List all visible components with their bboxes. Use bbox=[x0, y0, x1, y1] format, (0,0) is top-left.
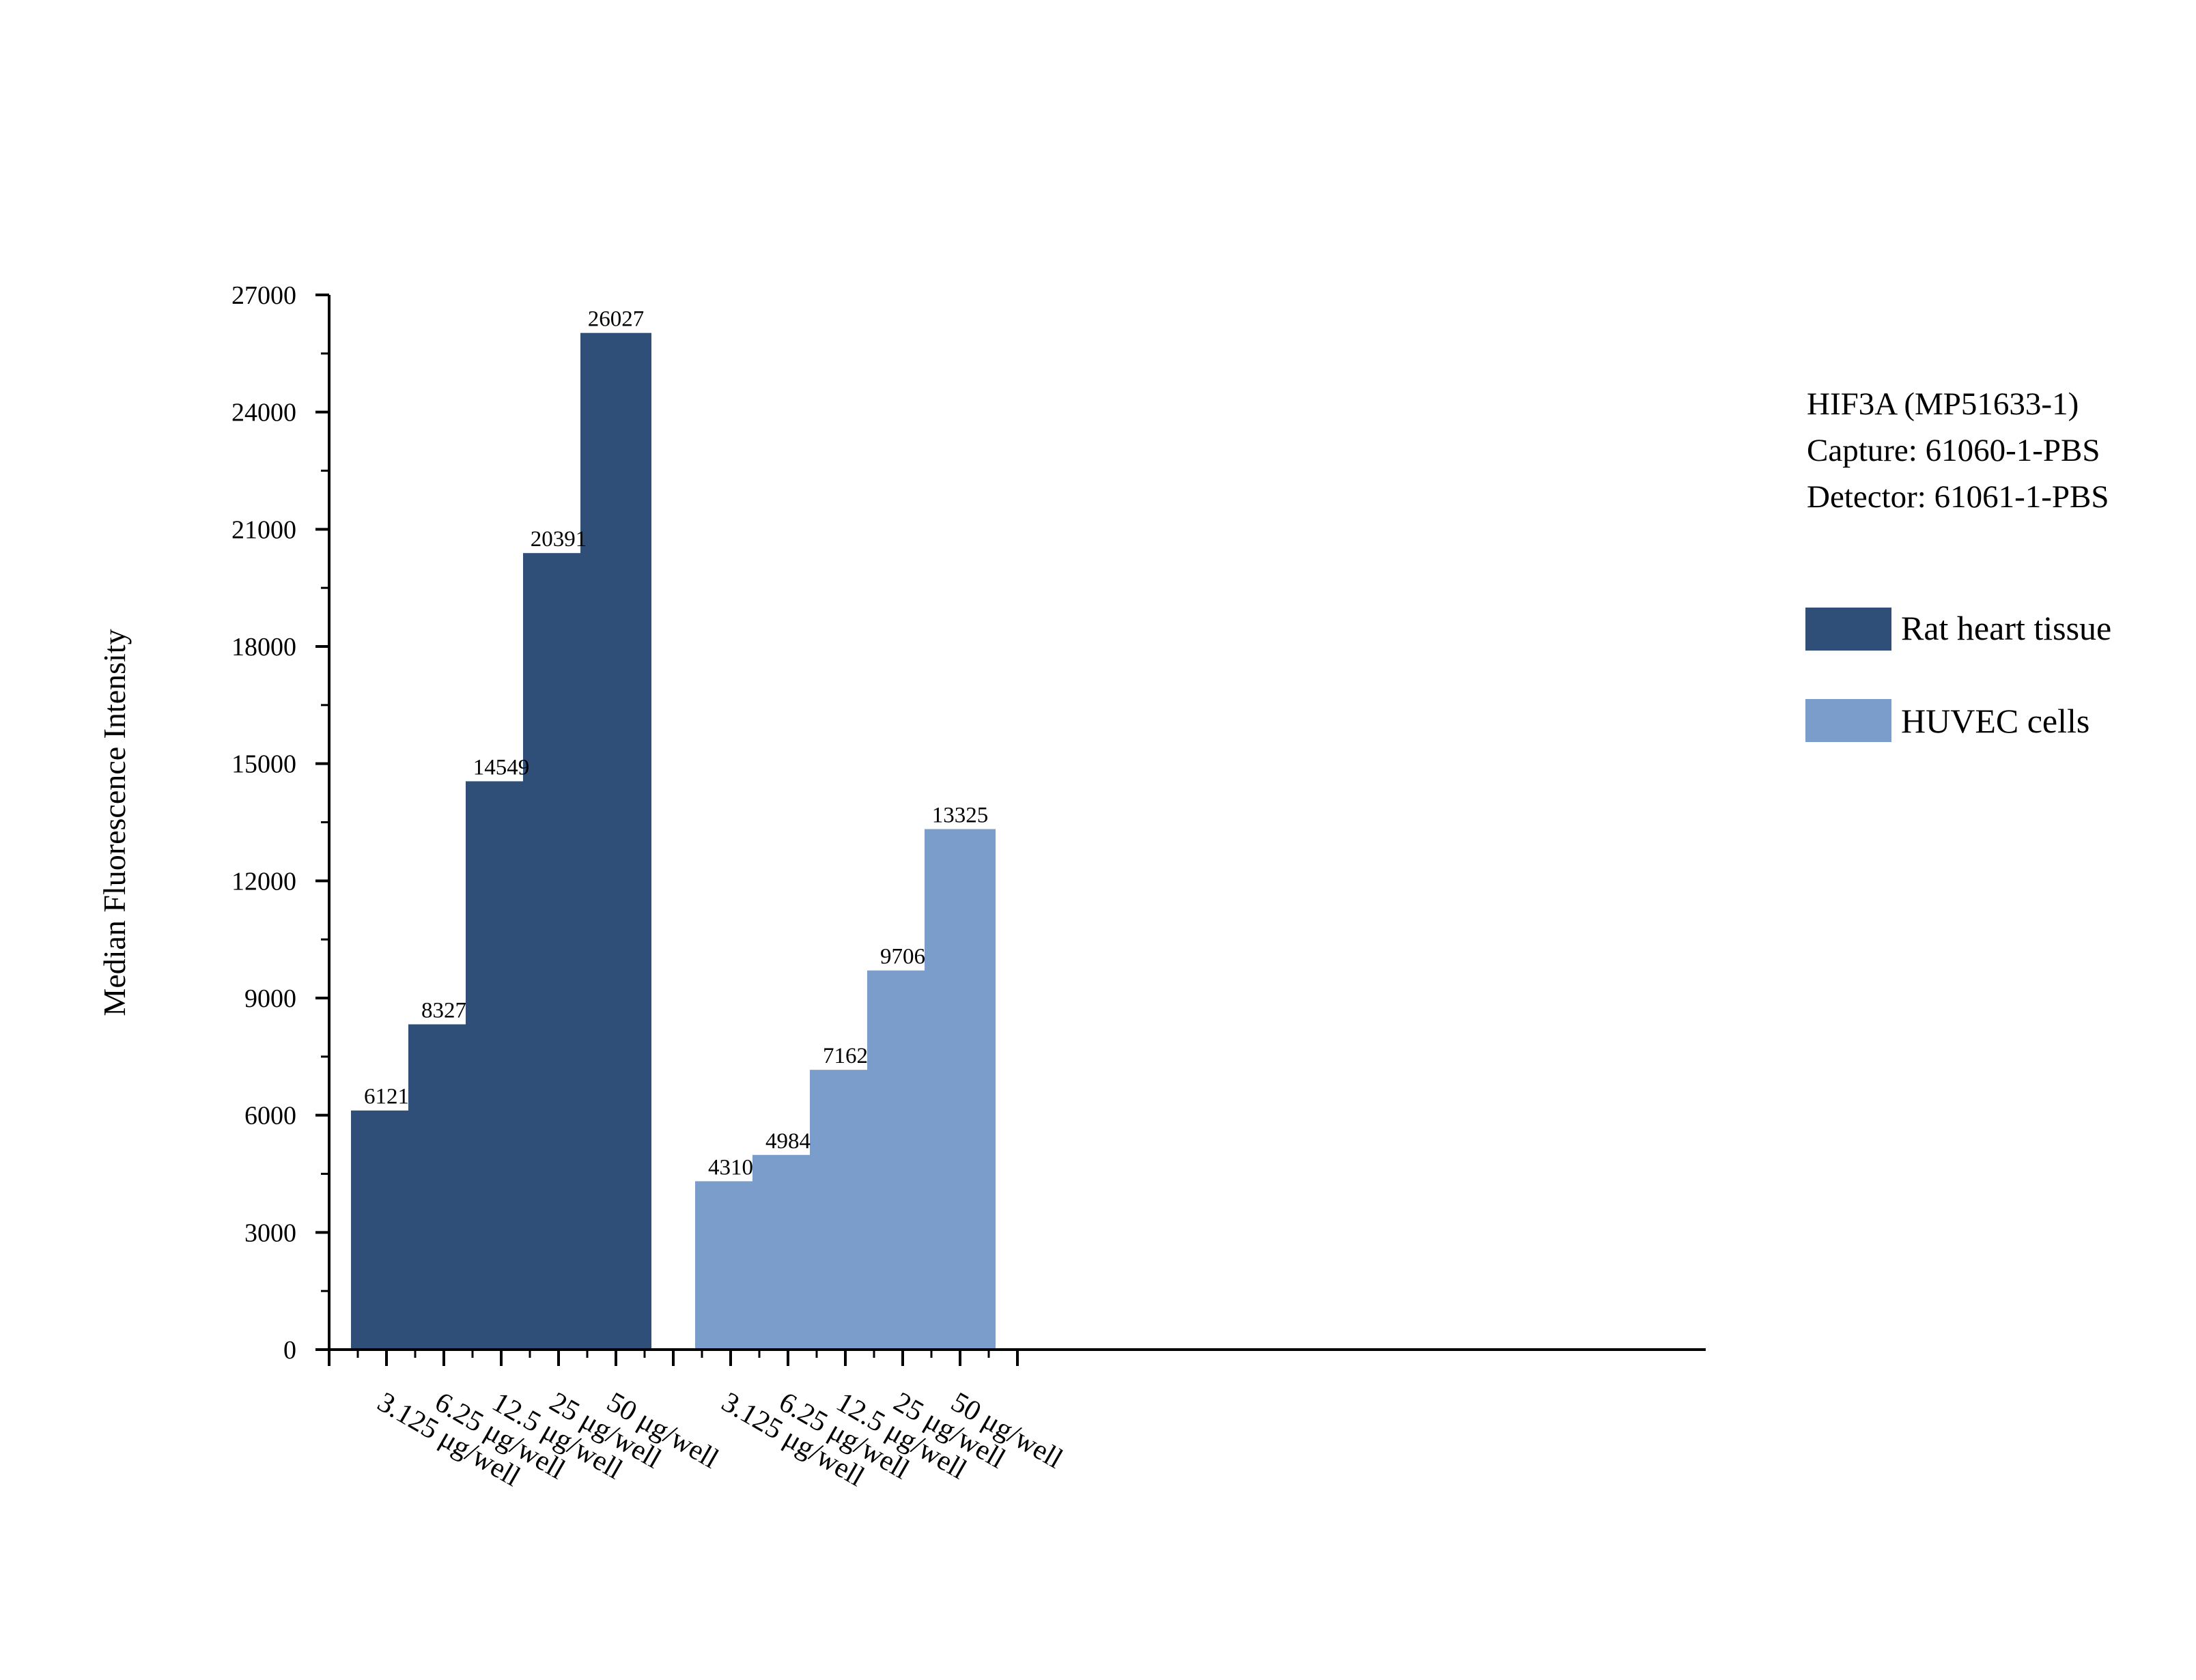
legend-swatch-rat-heart-tissue bbox=[1805, 608, 1891, 651]
y-tick-label: 3000 bbox=[244, 1219, 296, 1247]
bar-rat-heart-tissue-50-g-well bbox=[580, 332, 651, 1350]
y-tick-label: 15000 bbox=[231, 750, 296, 779]
value-label-rat-heart-tissue-6-25-g-well: 8327 bbox=[421, 999, 466, 1023]
legend-label-huvec-cells: HUVEC cells bbox=[1901, 702, 2089, 740]
y-tick-label: 27000 bbox=[231, 281, 296, 310]
y-axis-title: Median Fluorescence Intensity bbox=[97, 629, 132, 1016]
info-line-capture: Capture: 61060-1-PBS bbox=[1807, 433, 2100, 468]
value-label-huvec-cells-12-5-g-well: 7162 bbox=[823, 1044, 868, 1068]
y-tick-label: 0 bbox=[283, 1336, 296, 1365]
y-tick-label: 12000 bbox=[231, 867, 296, 896]
value-labels-layer: 6121 8327 14549 20391 26027 4310 4984 7162 9706 1… bbox=[364, 307, 988, 1180]
legend-swatch-huvec-cells bbox=[1805, 699, 1891, 742]
value-label-rat-heart-tissue-3-125-g-well: 6121 bbox=[364, 1085, 409, 1109]
legend-label-rat-heart-tissue: Rat heart tissue bbox=[1901, 609, 2111, 647]
value-label-rat-heart-tissue-12-5-g-well: 14549 bbox=[473, 755, 530, 780]
value-label-huvec-cells-6-25-g-well: 4984 bbox=[765, 1129, 811, 1154]
info-line-detector: Detector: 61061-1-PBS bbox=[1807, 479, 2109, 515]
value-label-huvec-cells-25-g-well: 9706 bbox=[880, 945, 925, 969]
value-label-huvec-cells-50-g-well: 13325 bbox=[932, 803, 989, 828]
legend: Rat heart tissue HUVEC cells bbox=[1805, 608, 2111, 742]
y-tick-label: 21000 bbox=[231, 515, 296, 544]
y-tick-label: 18000 bbox=[231, 633, 296, 661]
y-tick-label: 24000 bbox=[231, 399, 296, 427]
x-ticks-layer bbox=[328, 1350, 1019, 1366]
value-label-rat-heart-tissue-50-g-well: 26027 bbox=[588, 307, 645, 332]
value-label-rat-heart-tissue-25-g-well: 20391 bbox=[531, 527, 587, 552]
info-line-antibody: HIF3A (MP51633-1) bbox=[1807, 386, 2079, 422]
y-tick-label: 6000 bbox=[244, 1102, 296, 1130]
chart-info-block: HIF3A (MP51633-1) Capture: 61060-1-PBS D… bbox=[1807, 386, 2109, 515]
y-ticks-layer: 0 3000 6000 9000 12000 15000 18000 21000 24000 27… bbox=[231, 281, 329, 1365]
bars-layer bbox=[351, 332, 996, 1350]
bar-huvec-cells-50-g-well bbox=[925, 829, 996, 1350]
y-tick-label: 9000 bbox=[244, 984, 296, 1013]
value-label-huvec-cells-3-125-g-well: 4310 bbox=[708, 1155, 753, 1180]
